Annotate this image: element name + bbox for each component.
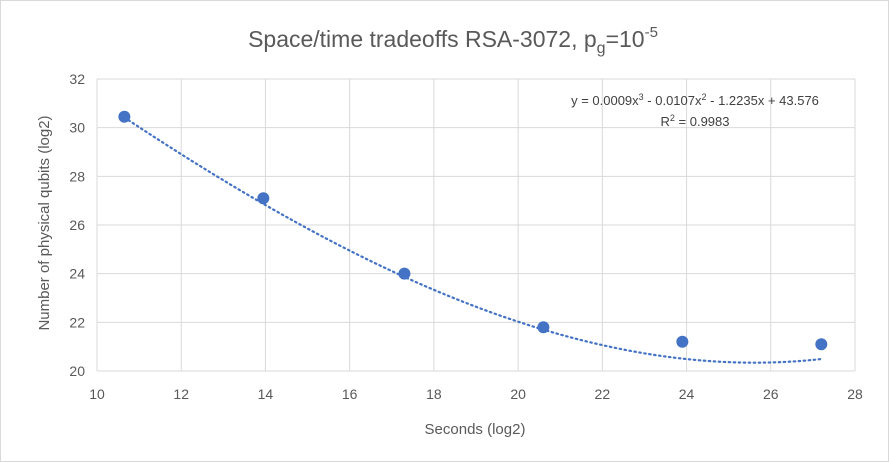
trendline-curve (123, 116, 823, 364)
data-point (398, 267, 411, 280)
trendline-equation: y = 0.0009x3 - 0.0107x2 - 1.2235x + 43.5… (571, 92, 819, 108)
x-axis-title: Seconds (log2) (425, 421, 526, 438)
chart-title-sub: g (597, 40, 606, 57)
r2-part-1: R (661, 114, 670, 129)
equation-part-1: y = 0.0009x (571, 93, 639, 108)
chart-title-main: Space/time tradeoffs RSA-3072, p (248, 26, 597, 52)
x-tick-label: 26 (763, 386, 779, 402)
equation-part-2: - 0.0107x (644, 93, 702, 108)
x-tick-label: 20 (510, 386, 526, 402)
y-tick-label: 28 (69, 168, 85, 184)
y-tick-label: 30 (69, 120, 85, 136)
trendline-layer (123, 116, 823, 364)
x-tick-label: 10 (89, 386, 105, 402)
r2-part-2: = 0.9983 (675, 114, 730, 129)
x-tick-label: 22 (595, 386, 611, 402)
data-points-layer (118, 110, 828, 351)
equation-sup-1: 3 (639, 92, 644, 102)
y-tick-label: 20 (69, 363, 85, 379)
grid-layer (96, 78, 856, 372)
data-point (537, 321, 550, 334)
trendline-r-squared: R2 = 0.9983 (661, 113, 730, 129)
y-tick-label: 32 (69, 71, 85, 87)
x-tick-label: 18 (426, 386, 442, 402)
x-tick-label: 14 (258, 386, 274, 402)
x-tick-label: 24 (679, 386, 695, 402)
equation-sup-2: 2 (702, 92, 707, 102)
y-axis-title: Number of physical qubits (log2) (36, 115, 53, 330)
y-tick-label: 26 (69, 217, 85, 233)
y-tick-label: 24 (69, 266, 85, 282)
data-point (815, 338, 828, 351)
data-point (257, 192, 270, 205)
chart-title-rest: =10 (606, 26, 645, 52)
data-point (118, 110, 131, 123)
x-tick-label: 16 (342, 386, 358, 402)
chart-title: Space/time tradeoffs RSA-3072, pg=10-5 (248, 24, 658, 57)
equation-part-3: - 1.2235x + 43.576 (707, 93, 819, 108)
y-tick-label: 22 (69, 314, 85, 330)
data-point (676, 335, 689, 348)
chart-title-sup: -5 (645, 24, 658, 41)
x-tick-label: 12 (173, 386, 189, 402)
x-tick-label: 28 (847, 386, 863, 402)
r2-sup: 2 (670, 113, 675, 123)
